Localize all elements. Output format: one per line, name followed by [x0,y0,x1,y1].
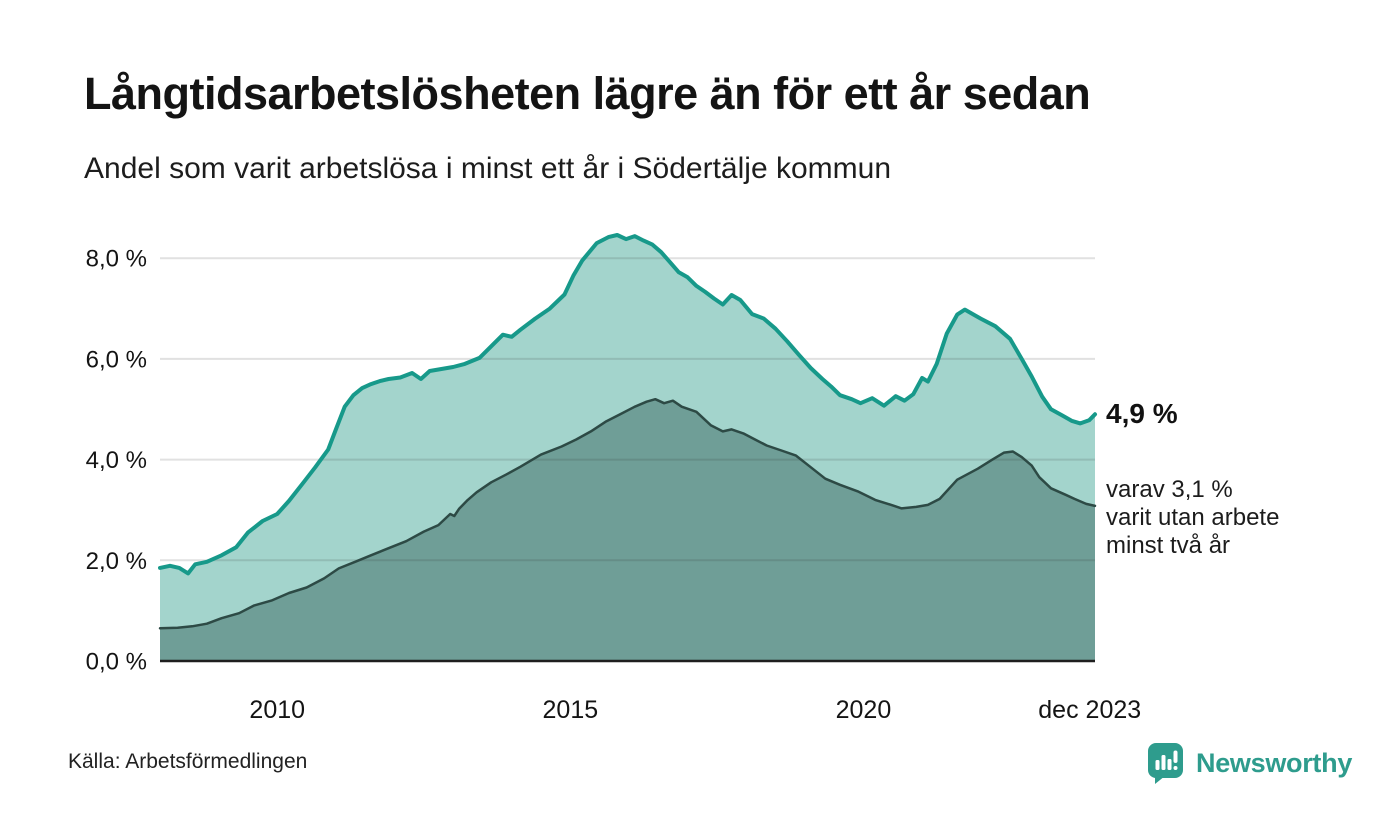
y-tick-label: 2,0 % [86,548,147,575]
x-tick-label: 2015 [543,696,599,724]
x-axis-labels: 2010 2015 2020 dec 2023 [249,696,1141,724]
y-tick-label: 6,0 % [86,346,147,373]
y-axis-labels: 0,0 % 2,0 % 4,0 % 6,0 % 8,0 % [86,246,147,676]
y-tick-label: 0,0 % [86,649,147,676]
line-minst-ett-ar [158,233,1097,576]
x-tick-label: 2020 [836,696,892,724]
x-tick-label: 2010 [249,696,305,724]
chart-subtitle: Andel som varit arbetslösa i minst ett å… [84,152,891,185]
source-credit: Källa: Arbetsförmedlingen [68,750,308,773]
y-tick-label: 8,0 % [86,246,147,273]
secondary-value-label: varav 3,1 % varit utan arbete minst två … [1106,476,1279,560]
area-fill-minst-tva-ar [160,399,1095,661]
newsworthy-logo-icon [1148,743,1183,784]
secondary-value-line3: minst två år [1106,532,1231,559]
series-fills [160,235,1095,661]
series-lines [158,233,1097,630]
page-title: Långtidsarbetslösheten lägre än för ett … [84,68,1091,119]
x-tick-label: dec 2023 [1038,696,1141,724]
secondary-value-line1: varav 3,1 % [1106,476,1233,503]
newsworthy-logo: Newsworthy [1146,740,1352,785]
latest-value-label: 4,9 % [1106,398,1178,429]
secondary-value-line2: varit utan arbete [1106,504,1280,531]
brand-name: Newsworthy [1196,748,1353,778]
line-minst-tva-ar [158,397,1097,630]
y-tick-label: 4,0 % [86,447,147,474]
